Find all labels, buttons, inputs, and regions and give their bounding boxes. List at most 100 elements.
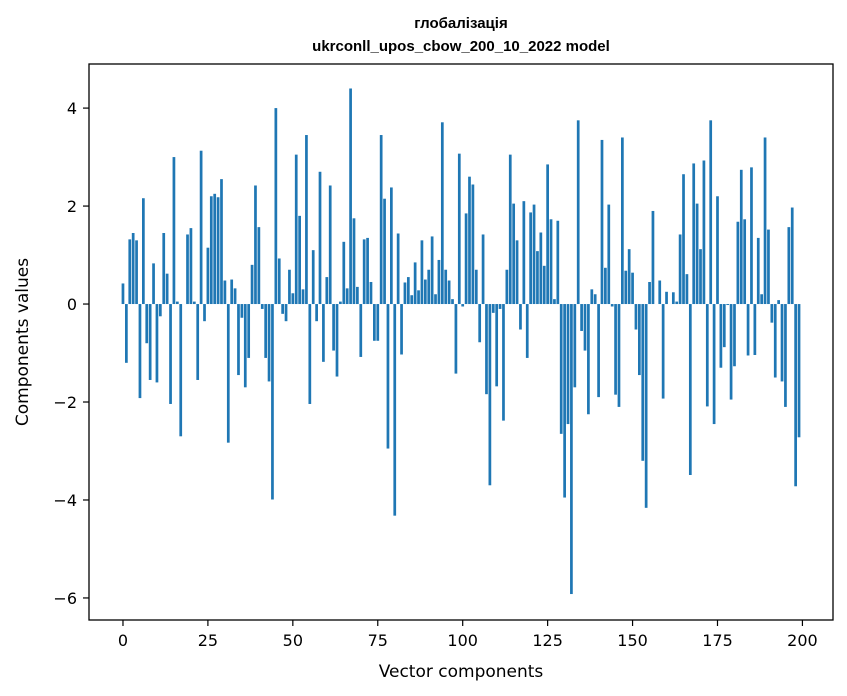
bar: [746, 304, 750, 356]
bar: [505, 269, 509, 305]
bar: [189, 228, 193, 305]
bar: [216, 197, 220, 305]
bar: [243, 304, 247, 388]
bar: [736, 221, 740, 305]
bar: [257, 227, 261, 305]
bar: [542, 265, 546, 305]
bar: [288, 269, 291, 305]
bar: [209, 196, 213, 305]
bar: [770, 304, 774, 323]
bar: [525, 304, 529, 358]
bar: [423, 279, 427, 305]
bar: [226, 304, 230, 443]
bar: [247, 304, 251, 358]
bar: [427, 269, 431, 305]
bar: [155, 304, 159, 383]
bar: [566, 304, 570, 425]
bar: [158, 304, 162, 317]
chart-subtitle: ukrconll_upos_cbow_200_10_2022 model: [312, 38, 610, 55]
bar: [301, 289, 305, 305]
bar: [763, 137, 767, 305]
bar: [532, 204, 536, 305]
bar: [692, 163, 696, 305]
bar: [743, 219, 747, 305]
bar: [604, 267, 607, 305]
bar: [539, 232, 543, 305]
bar: [291, 293, 295, 305]
bar: [417, 290, 420, 305]
bar: [237, 304, 240, 376]
bar: [573, 304, 577, 388]
bar: [393, 304, 397, 516]
bar: [179, 304, 183, 437]
bar: [590, 289, 594, 305]
bar: [634, 304, 638, 330]
bar: [678, 234, 682, 305]
bar: [457, 153, 461, 305]
bar: [199, 150, 203, 305]
bar: [709, 120, 713, 305]
bar: [260, 304, 264, 309]
bar: [145, 304, 149, 344]
bar: [386, 304, 390, 449]
bar: [549, 219, 553, 305]
bar: [671, 292, 675, 305]
bar: [410, 295, 414, 305]
bar: [196, 304, 200, 380]
bar: [478, 304, 482, 343]
bar: [756, 237, 760, 305]
bar: [712, 304, 716, 425]
bar: [553, 299, 556, 305]
x-tick-label: 25: [198, 631, 218, 650]
bar: [474, 269, 478, 305]
bar: [325, 277, 329, 305]
bar: [641, 304, 645, 461]
bar: [576, 120, 580, 305]
bar: [345, 288, 349, 305]
bar: [739, 169, 743, 305]
bar: [335, 304, 339, 377]
bar: [148, 304, 152, 380]
chart-title: глобалізація: [414, 15, 507, 32]
bar: [644, 304, 648, 508]
bar: [454, 304, 458, 374]
bar: [349, 88, 352, 305]
bar: [722, 304, 726, 348]
bar: [787, 227, 791, 305]
bar: [305, 135, 308, 305]
bar: [648, 281, 651, 305]
y-tick-label: −6: [53, 589, 77, 608]
y-axis-label: Components values: [13, 258, 33, 426]
bar: [570, 304, 573, 595]
bar: [447, 280, 451, 305]
bar: [192, 301, 196, 305]
bar: [685, 274, 689, 305]
bar: [277, 258, 281, 305]
bar: [383, 198, 386, 305]
bar: [702, 160, 706, 305]
bar: [675, 301, 679, 305]
bar: [390, 187, 393, 305]
bar: [233, 288, 237, 305]
bar: [491, 304, 495, 313]
bar: [624, 270, 628, 305]
y-tick-label: 2: [67, 197, 77, 216]
bar: [485, 304, 488, 395]
bar: [315, 304, 318, 322]
bar: [369, 281, 373, 305]
bar: [529, 212, 532, 305]
bar: [444, 269, 448, 305]
bar: [356, 286, 359, 305]
bar: [311, 250, 315, 305]
bar: [362, 239, 366, 305]
bar: [172, 157, 176, 305]
bar: [661, 304, 665, 399]
bar: [495, 304, 499, 387]
bar: [339, 301, 342, 305]
bar: [169, 304, 172, 404]
bar: [471, 184, 475, 305]
bar: [440, 122, 444, 305]
bar: [519, 304, 522, 330]
bar: [230, 279, 234, 305]
